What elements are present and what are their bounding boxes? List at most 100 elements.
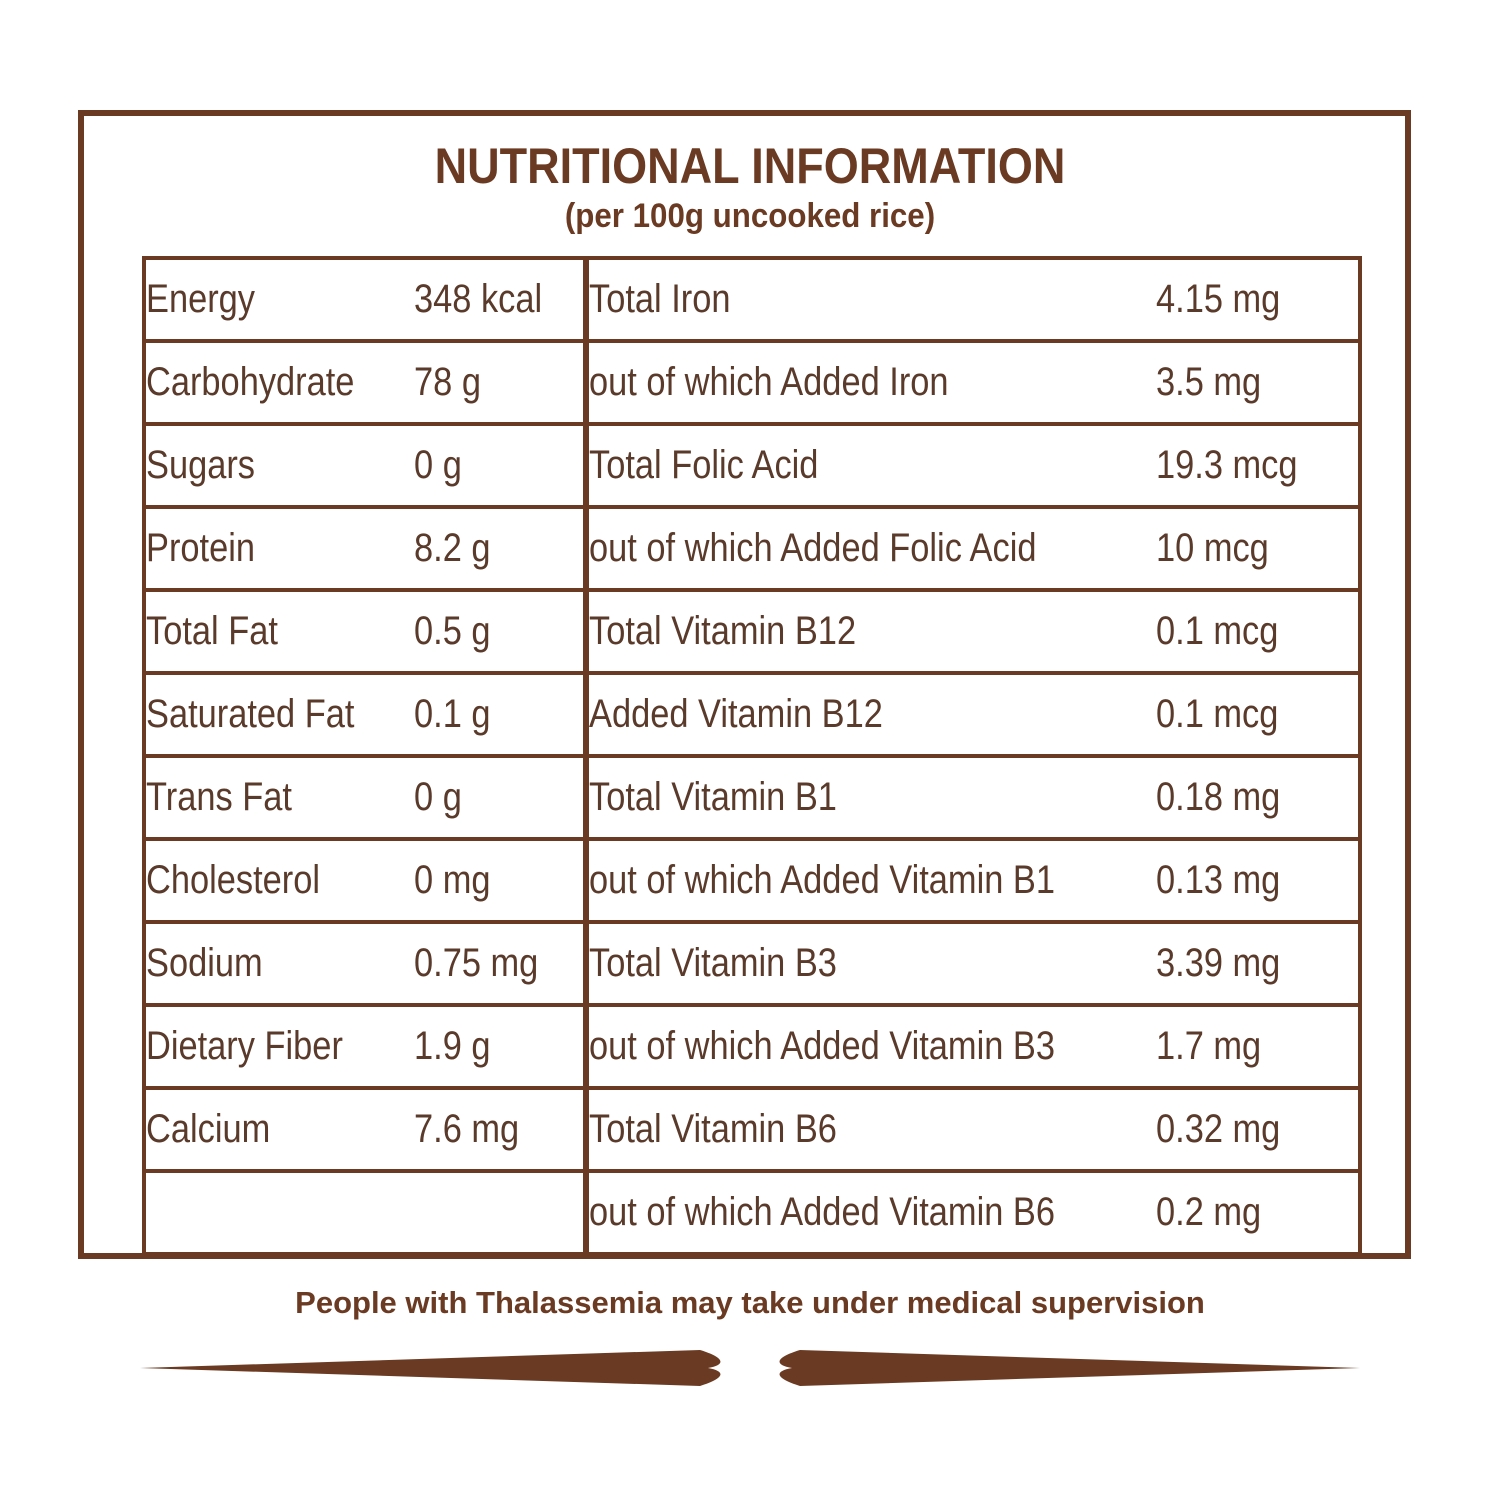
nutrient-name-cell: out of which Added Vitamin B1 [583,837,1156,924]
page-subtitle: (per 100g uncooked rice) [564,197,936,235]
nutrient-name-cell: Trans Fat [144,754,414,841]
table-row: Total Fat 0.5 g Total Vitamin B12 0.1 mcg [144,588,1360,675]
nutrient-name-text: Energy [146,277,256,321]
nutrient-value-cell: 0.13 mg [1156,837,1360,924]
table-row: Dietary Fiber 1.9 g out of which Added Vit… [144,1003,1360,1090]
table-row: Cholesterol 0 mg out of which Added Vitami… [144,837,1360,924]
nutrient-value-cell: 0.18 mg [1156,754,1360,841]
table-row: Calcium 7.6 mg Total Vitamin B6 0.32 mg [144,1086,1360,1173]
table-row: Energy 348 kcal Total Iron 4.15 mg [144,256,1360,343]
nutrient-value-text: 8.2 g [414,526,491,570]
nutrition-table-body: Energy 348 kcal Total Iron 4.15 mg Carbohydr… [144,256,1360,1256]
nutrient-name-cell: Total Vitamin B6 [583,1086,1156,1173]
nutrient-value-cell: 10 mcg [1156,505,1360,592]
nutrient-value-text: 0 mg [414,858,491,902]
table-row: Trans Fat 0 g Total Vitamin B1 0.18 mg [144,754,1360,841]
nutrient-value-cell: 0.75 mg [414,920,586,1007]
nutrient-value-cell: 8.2 g [414,505,586,592]
nutrient-value-cell [414,1169,586,1256]
table-row: Sodium 0.75 mg Total Vitamin B3 3.39 mg [144,920,1360,1007]
nutrient-name-text: Cholesterol [146,858,321,902]
nutrient-value-text: 1.7 mg [1156,1024,1262,1068]
nutrient-value-cell: 7.6 mg [414,1086,586,1173]
nutrient-name-text: Total Fat [146,609,278,653]
nutrient-name-cell: Total Folic Acid [583,422,1156,509]
nutrient-name-cell: out of which Added Vitamin B3 [583,1003,1156,1090]
nutrient-value-text: 0.2 mg [1156,1190,1262,1234]
nutrient-name-text: Total Folic Acid [589,443,819,487]
nutrient-name-cell: Protein [144,505,414,592]
nutrient-value-text: 0.75 mg [414,941,539,985]
nutrient-name-cell: Total Vitamin B12 [583,588,1156,675]
nutrient-name-text: out of which Added Vitamin B3 [589,1024,1055,1068]
nutrient-value-text: 0.13 mg [1156,858,1281,902]
nutrient-name-text: Calcium [146,1107,271,1151]
table-row: Sugars 0 g Total Folic Acid 19.3 mcg [144,422,1360,509]
nutrient-value-text: 7.6 mg [414,1107,520,1151]
nutrient-name-text: Dietary Fiber [146,1024,343,1068]
nutrient-value-cell: 19.3 mcg [1156,422,1360,509]
page-title: NUTRITIONAL INFORMATION [434,138,1066,194]
nutrition-table: Energy 348 kcal Total Iron 4.15 mg Carbohydr… [142,256,1362,1256]
nutrient-name-cell: out of which Added Vitamin B6 [583,1169,1156,1256]
nutrient-value-text: 3.39 mg [1156,941,1281,985]
nutrient-value-text: 0.18 mg [1156,775,1281,819]
nutrient-value-text: 348 kcal [414,277,543,321]
nutrient-name-cell: Sugars [144,422,414,509]
nutrient-value-cell: 1.7 mg [1156,1003,1360,1090]
nutrient-name-text: Sodium [146,941,263,985]
nutrient-value-text: 4.15 mg [1156,277,1281,321]
nutrient-value-text: 1.9 g [414,1024,491,1068]
nutrient-name-text: Total Vitamin B3 [589,941,837,985]
nutrient-value-text: 0.1 g [414,692,491,736]
nutrient-value-cell: 3.5 mg [1156,339,1360,426]
nutrient-value-cell: 0.1 g [414,671,586,758]
nutrient-value-text: 3.5 mg [1156,360,1262,404]
nutrient-name-cell: Dietary Fiber [144,1003,414,1090]
nutrient-value-cell: 0 g [414,422,586,509]
nutrient-name-text: out of which Added Vitamin B6 [589,1190,1055,1234]
medical-note: People with Thalassemia may take under m… [295,1285,1205,1320]
nutrient-name-text: Total Vitamin B12 [589,609,857,653]
table-row: Saturated Fat 0.1 g Added Vitamin B12 0.1 m… [144,671,1360,758]
nutrient-name-text: Protein [146,526,256,570]
nutrient-value-cell: 348 kcal [414,256,586,343]
nutrient-value-cell: 0.1 mcg [1156,671,1360,758]
nutrient-name-cell: Added Vitamin B12 [583,671,1156,758]
nutrient-name-text: Sugars [146,443,256,487]
nutrient-name-cell: out of which Added Iron [583,339,1156,426]
divider-right-blade [779,1350,1360,1386]
nutrient-name-text: Added Vitamin B12 [589,692,883,736]
nutrient-value-cell: 0.2 mg [1156,1169,1360,1256]
nutrient-name-text: Total Vitamin B6 [589,1107,837,1151]
nutrient-name-cell: Calcium [144,1086,414,1173]
nutrient-value-text: 0.5 g [414,609,491,653]
nutrient-value-text: 19.3 mcg [1156,443,1298,487]
nutrient-value-text: 0.1 mcg [1156,692,1279,736]
nutrient-name-cell: Total Vitamin B1 [583,754,1156,841]
nutrient-name-cell: Total Fat [144,588,414,675]
nutrient-value-cell: 0 g [414,754,586,841]
nutrient-name-text: Total Vitamin B1 [589,775,837,819]
divider-left-blade [140,1350,721,1386]
nutrient-name-cell: out of which Added Folic Acid [583,505,1156,592]
nutrient-value-cell: 0.1 mcg [1156,588,1360,675]
nutrient-name-text: Total Iron [589,277,731,321]
nutrient-name-text: out of which Added Folic Acid [589,526,1037,570]
nutrient-name-cell: Saturated Fat [144,671,414,758]
nutrient-name-text: out of which Added Iron [589,360,949,404]
nutrient-name-cell: Energy [144,256,414,343]
nutrient-name-cell: Carbohydrate [144,339,414,426]
nutrient-name-cell: Cholesterol [144,837,414,924]
nutrient-name-cell: Sodium [144,920,414,1007]
decorative-divider [140,1350,1360,1386]
nutrient-value-cell: 0.32 mg [1156,1086,1360,1173]
nutrient-name-cell: Total Vitamin B3 [583,920,1156,1007]
nutrient-name-cell: Total Iron [583,256,1156,343]
nutrient-name-text: Saturated Fat [146,692,355,736]
nutrient-value-text: 10 mcg [1156,526,1269,570]
nutrient-value-cell: 3.39 mg [1156,920,1360,1007]
nutrient-name-text: out of which Added Vitamin B1 [589,858,1055,902]
nutrient-value-cell: 78 g [414,339,586,426]
table-row: Protein 8.2 g out of which Added Folic Aci… [144,505,1360,592]
